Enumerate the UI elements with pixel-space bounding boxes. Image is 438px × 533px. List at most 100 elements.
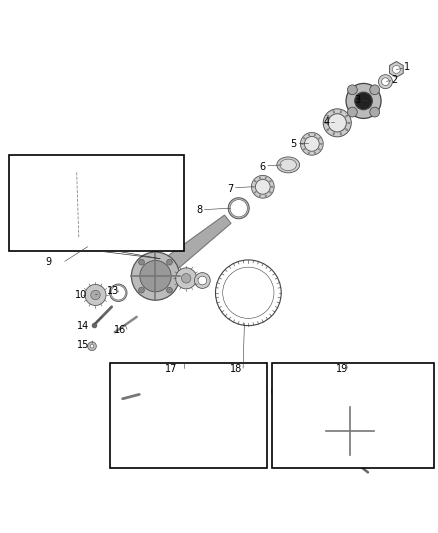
Text: 18: 18 (230, 365, 243, 374)
Circle shape (355, 92, 372, 110)
Circle shape (116, 197, 128, 209)
Circle shape (230, 200, 247, 217)
Ellipse shape (333, 133, 335, 135)
Circle shape (60, 216, 67, 223)
Ellipse shape (327, 128, 329, 131)
Ellipse shape (325, 122, 327, 124)
Text: 1: 1 (404, 62, 410, 72)
Circle shape (130, 195, 145, 211)
Circle shape (128, 397, 187, 456)
Ellipse shape (301, 143, 304, 144)
Circle shape (251, 376, 259, 384)
Circle shape (85, 285, 106, 305)
Circle shape (226, 382, 242, 398)
Circle shape (323, 109, 351, 137)
Circle shape (97, 199, 109, 211)
Circle shape (111, 286, 125, 300)
Circle shape (378, 75, 392, 88)
Circle shape (131, 197, 144, 209)
Ellipse shape (229, 386, 230, 387)
Circle shape (286, 386, 297, 397)
Circle shape (406, 384, 420, 398)
Circle shape (181, 273, 191, 283)
Text: 7: 7 (227, 183, 233, 193)
Ellipse shape (314, 152, 315, 154)
Circle shape (53, 225, 61, 233)
Text: 15: 15 (77, 341, 89, 350)
Circle shape (139, 287, 145, 293)
Circle shape (140, 261, 171, 292)
Circle shape (166, 259, 172, 265)
Circle shape (397, 374, 405, 382)
Text: 4: 4 (323, 117, 329, 127)
Text: 17: 17 (165, 365, 177, 374)
Ellipse shape (229, 393, 230, 394)
Circle shape (347, 107, 357, 117)
Circle shape (415, 384, 421, 390)
Text: 3: 3 (354, 95, 360, 105)
Circle shape (91, 290, 100, 300)
Circle shape (242, 379, 253, 390)
Ellipse shape (254, 191, 256, 193)
Circle shape (55, 228, 59, 231)
Ellipse shape (265, 195, 266, 197)
Polygon shape (389, 61, 403, 77)
Circle shape (228, 198, 249, 219)
Ellipse shape (346, 128, 348, 131)
Circle shape (335, 415, 366, 447)
Ellipse shape (239, 386, 240, 387)
Circle shape (103, 168, 120, 185)
Text: 14: 14 (77, 321, 89, 330)
Circle shape (65, 177, 74, 187)
Text: 9: 9 (45, 257, 51, 267)
Text: 16: 16 (114, 325, 127, 335)
Circle shape (394, 386, 403, 396)
Circle shape (381, 78, 389, 85)
Circle shape (392, 369, 410, 387)
Circle shape (347, 85, 357, 95)
Ellipse shape (327, 115, 329, 117)
Circle shape (110, 284, 127, 302)
Ellipse shape (269, 181, 271, 182)
Ellipse shape (308, 134, 310, 136)
Circle shape (252, 377, 258, 384)
Circle shape (343, 460, 350, 467)
Circle shape (272, 383, 287, 399)
Circle shape (88, 342, 96, 351)
Ellipse shape (259, 195, 261, 197)
Ellipse shape (304, 138, 305, 139)
Circle shape (134, 403, 181, 450)
Text: 19: 19 (336, 365, 348, 374)
Circle shape (229, 385, 240, 395)
Circle shape (223, 267, 274, 318)
Ellipse shape (304, 149, 305, 150)
Circle shape (300, 133, 323, 155)
Ellipse shape (239, 393, 240, 394)
Ellipse shape (318, 138, 320, 139)
Ellipse shape (232, 395, 233, 397)
Circle shape (166, 287, 172, 293)
Ellipse shape (320, 143, 322, 144)
Ellipse shape (314, 134, 315, 136)
Circle shape (42, 198, 54, 210)
Ellipse shape (346, 115, 348, 117)
Circle shape (90, 344, 94, 348)
Ellipse shape (236, 395, 237, 397)
Circle shape (392, 66, 400, 74)
Circle shape (244, 382, 251, 387)
Ellipse shape (271, 186, 273, 188)
Circle shape (275, 387, 284, 395)
Circle shape (255, 180, 270, 194)
Circle shape (110, 191, 133, 214)
Ellipse shape (232, 383, 233, 384)
Ellipse shape (280, 159, 297, 171)
Ellipse shape (340, 111, 342, 113)
Bar (110, 363, 267, 468)
Ellipse shape (340, 133, 342, 135)
Circle shape (370, 107, 380, 117)
Circle shape (304, 136, 319, 151)
Circle shape (361, 414, 367, 419)
Circle shape (328, 114, 346, 132)
Circle shape (411, 380, 425, 394)
Text: 8: 8 (196, 205, 202, 215)
